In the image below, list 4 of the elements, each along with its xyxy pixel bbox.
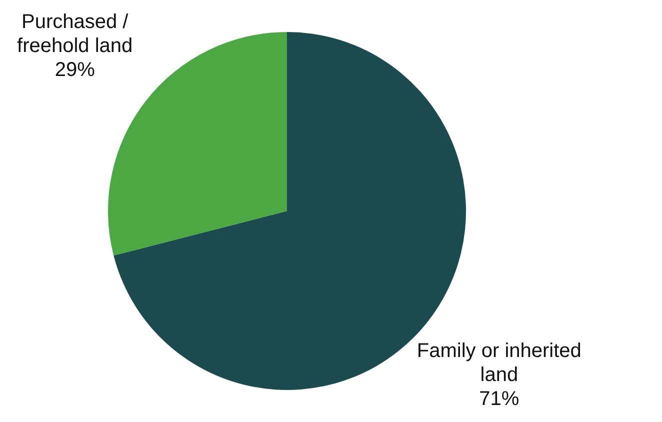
- slice-label: Purchased / freehold land: [17, 10, 133, 57]
- slice-label: Family or inherited land: [416, 340, 582, 386]
- data-label: 71%: [479, 388, 520, 410]
- data-label: 29%: [54, 58, 96, 81]
